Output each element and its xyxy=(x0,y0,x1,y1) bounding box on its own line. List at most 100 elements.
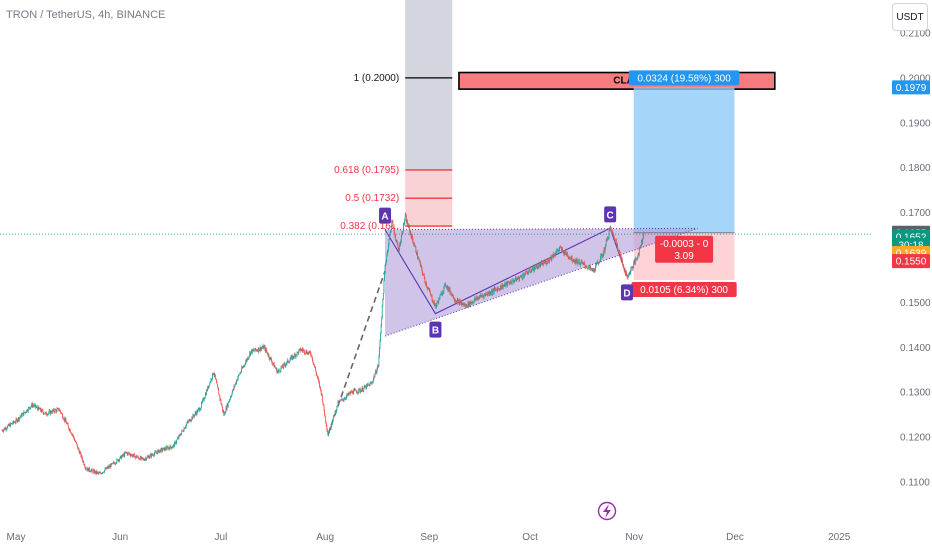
candle-body xyxy=(7,424,9,426)
candle-body xyxy=(63,418,64,420)
candle-body xyxy=(438,297,440,303)
candle-body xyxy=(609,228,610,232)
candle-body xyxy=(452,294,454,296)
candle-body xyxy=(220,399,221,400)
candle-body xyxy=(542,261,543,265)
x-tick-label: 2025 xyxy=(828,532,851,543)
candle-body xyxy=(470,302,472,304)
candle-body xyxy=(577,263,579,265)
candle-body xyxy=(144,459,146,461)
candle-body xyxy=(178,437,179,439)
candle-body xyxy=(423,274,425,278)
candle-body xyxy=(187,421,189,423)
candle-body xyxy=(195,413,197,415)
candle-body xyxy=(234,384,236,387)
target-zone xyxy=(633,87,735,233)
candle-body xyxy=(31,403,33,407)
candle-body xyxy=(154,451,156,454)
candle-body xyxy=(65,419,67,422)
candle-body xyxy=(577,259,579,265)
candle-body xyxy=(367,384,369,386)
candle-body xyxy=(627,276,629,278)
candle-body xyxy=(131,454,133,456)
candle-body xyxy=(357,392,358,393)
candle-body xyxy=(571,256,572,260)
candle-body xyxy=(622,260,623,264)
fib-level-label: 0.382 (0.16... xyxy=(340,221,399,232)
candle-body xyxy=(261,348,263,349)
candle-body xyxy=(314,366,316,368)
candle-body xyxy=(202,398,204,401)
candle-body xyxy=(515,277,516,280)
candle-body xyxy=(143,459,145,461)
candle-body xyxy=(561,247,562,251)
candle-body xyxy=(600,255,602,256)
candle-body xyxy=(427,287,428,290)
candle-body xyxy=(582,262,584,264)
candle-body xyxy=(100,472,101,474)
candle-body xyxy=(186,421,188,424)
candle-body xyxy=(549,257,551,259)
lightning-icon[interactable] xyxy=(597,501,617,521)
candle-body xyxy=(615,240,617,241)
candle-body xyxy=(118,459,120,461)
candle-body xyxy=(488,291,490,294)
candle-body xyxy=(524,274,526,276)
candle-body xyxy=(124,452,126,454)
candle-body xyxy=(305,350,307,354)
candle-body xyxy=(253,349,255,351)
candle-body xyxy=(333,414,335,416)
candle-body xyxy=(251,350,253,354)
candle-body xyxy=(306,353,308,355)
candle-body xyxy=(370,382,372,384)
candle-body xyxy=(283,363,285,368)
candle-body xyxy=(2,430,4,432)
candle-body xyxy=(111,463,113,465)
currency-button[interactable]: USDT xyxy=(892,3,928,31)
candle-body xyxy=(558,248,560,250)
candle-body xyxy=(180,435,182,436)
candle-body xyxy=(92,470,94,473)
candle-body xyxy=(4,427,6,430)
candle-body xyxy=(394,231,395,234)
candle-body xyxy=(50,411,52,413)
candle-body xyxy=(98,472,100,474)
y-tick-label: 0.1200 xyxy=(900,433,931,444)
candle-body xyxy=(309,351,311,353)
candle-body xyxy=(619,251,621,256)
candle-body xyxy=(51,412,53,414)
candle-body xyxy=(553,254,555,256)
candle-body xyxy=(414,245,416,247)
candle-body xyxy=(538,263,540,268)
candle-body xyxy=(507,281,509,283)
candle-body xyxy=(507,281,509,286)
candle-body xyxy=(347,394,348,396)
candle-body xyxy=(457,299,459,301)
candle-body xyxy=(232,389,234,393)
candle-body xyxy=(165,447,166,450)
candle-body xyxy=(641,240,642,246)
candle-body xyxy=(503,285,505,286)
candle-body xyxy=(244,365,245,366)
candle-body xyxy=(296,354,297,356)
candle-body xyxy=(404,220,406,224)
pnl-label-bg xyxy=(655,235,714,263)
candle-body xyxy=(281,367,282,369)
candle-body xyxy=(503,285,505,286)
candle-body xyxy=(327,432,329,436)
candle-body xyxy=(169,445,171,450)
candle-body xyxy=(559,246,561,248)
candle-body xyxy=(531,268,533,270)
candle-body xyxy=(283,363,285,365)
candle-body xyxy=(393,226,395,232)
candle-body xyxy=(304,349,305,354)
candle-body xyxy=(133,454,135,455)
candle-body xyxy=(508,282,510,284)
candle-body xyxy=(198,408,199,410)
candle-body xyxy=(139,456,141,460)
candle-body xyxy=(441,294,443,296)
candle-body xyxy=(73,437,75,441)
candle-body xyxy=(553,254,554,258)
